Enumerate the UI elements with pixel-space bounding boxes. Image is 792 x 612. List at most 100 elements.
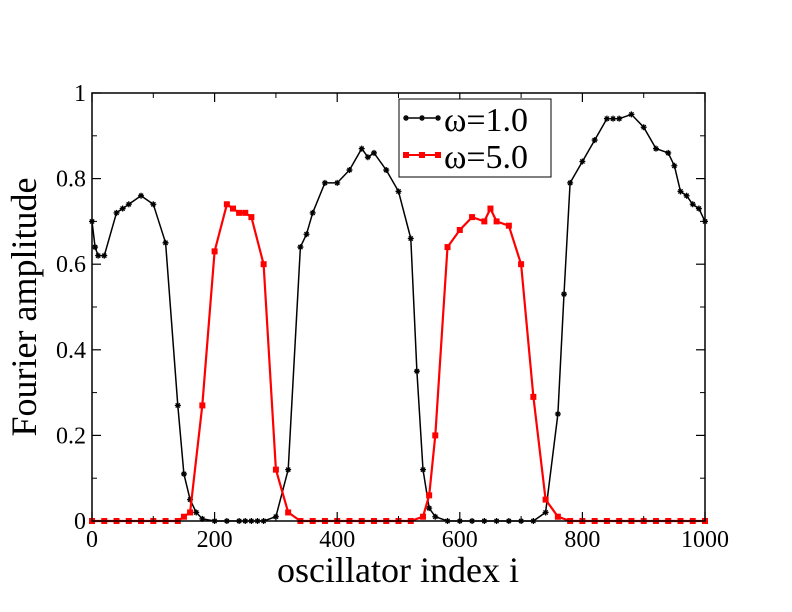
y-tick-label: 0 [74,509,86,535]
data-point-series-1 [150,201,157,208]
data-point-series-2 [505,222,512,229]
x-axis-ticks: 0 200 400 600 800 1000 [86,93,729,553]
x-tick-label: 400 [319,527,355,553]
data-point-series-1 [671,162,678,169]
data-point-series-1 [695,205,702,212]
data-point-series-2 [481,218,488,225]
data-point-series-1 [95,252,102,259]
data-point-series-1 [665,149,672,156]
legend-marker-series-2 [435,152,441,158]
data-point-series-1 [180,470,187,477]
data-point-series-2 [211,248,218,255]
data-point-series-1 [689,201,696,208]
data-point-series-2 [187,509,194,516]
legend-label-series-2: ω=5.0 [444,139,528,176]
data-point-series-1 [395,188,402,195]
data-point-series-2 [180,513,187,520]
y-axis-title: Fourier amplitude [4,178,44,437]
data-point-series-1 [119,205,126,212]
y-tick-label: 0.4 [56,338,86,364]
data-point-series-2 [432,432,439,439]
legend-marker-series-1 [435,115,441,121]
data-point-series-1 [610,115,617,122]
data-point-series-1 [426,505,433,512]
x-tick-label: 200 [197,527,233,553]
data-point-series-1 [101,252,108,259]
data-point-series-1 [174,402,181,409]
data-point-series-1 [125,201,132,208]
data-point-series-1 [92,244,99,251]
data-point-series-2 [518,261,525,268]
data-point-series-1 [364,154,371,161]
data-point-series-1 [358,145,365,152]
data-point-series-1 [334,179,341,186]
data-point-series-1 [616,115,623,122]
data-point-series-1 [303,231,310,238]
data-point-series-1 [561,291,568,298]
data-point-series-1 [603,115,610,122]
data-point-series-2 [554,513,561,520]
data-point-series-1 [138,192,145,199]
data-point-series-1 [677,188,684,195]
y-axis-ticks: 0 0.2 0.4 0.6 0.8 1 [56,81,705,535]
data-point-series-2 [444,244,451,251]
data-point-series-1 [162,239,169,246]
legend: ω=1.0 ω=5.0 [398,98,552,178]
data-point-series-1 [567,179,574,186]
data-point-series-2 [272,466,279,473]
legend-marker-series-2 [403,152,409,158]
data-point-series-1 [199,515,206,522]
data-point-series-1 [370,149,377,156]
data-point-series-1 [113,209,120,216]
data-point-series-2 [420,513,427,520]
data-point-series-1 [579,158,586,165]
data-point-series-1 [542,509,549,516]
data-point-series-1 [652,145,659,152]
data-point-series-2 [426,492,433,499]
data-point-series-1 [413,368,420,375]
legend-marker-series-1 [419,115,425,121]
data-point-series-1 [640,124,647,131]
y-tick-label: 1 [74,81,86,107]
legend-marker-series-1 [403,115,409,121]
data-point-series-1 [628,111,635,118]
legend-label-series-1: ω=1.0 [444,102,528,139]
data-point-series-2 [223,201,230,208]
x-axis-title: oscillator index i [277,550,519,590]
data-point-series-1 [683,192,690,199]
data-point-series-1 [420,466,427,473]
x-tick-label: 1000 [681,527,729,553]
data-point-series-2 [242,209,249,216]
legend-box [398,98,552,178]
y-tick-label: 0.6 [56,252,86,278]
data-point-series-1 [383,167,390,174]
data-point-series-1 [321,179,328,186]
data-point-series-1 [193,509,200,516]
data-point-series-2 [260,261,267,268]
data-point-series-2 [199,402,206,409]
data-point-series-1 [285,466,292,473]
data-point-series-2 [236,209,243,216]
data-point-series-2 [469,214,476,221]
data-point-series-2 [542,496,549,503]
data-point-series-1 [591,137,598,144]
data-point-series-1 [187,496,194,503]
data-point-series-2 [493,218,500,225]
data-point-series-1 [309,209,316,216]
data-point-series-1 [297,244,304,251]
data-point-series-2 [229,205,236,212]
data-point-series-1 [432,513,439,520]
y-tick-label: 0.8 [56,167,86,193]
data-point-series-1 [346,167,353,174]
data-point-series-1 [407,235,414,242]
data-point-series-2 [456,226,463,233]
legend-marker-series-2 [419,152,425,158]
y-tick-label: 0.2 [56,423,86,449]
data-point-series-2 [285,509,292,516]
x-tick-label: 600 [442,527,478,553]
x-tick-label: 800 [564,527,600,553]
data-point-series-1 [554,411,561,417]
x-tick-label: 0 [86,527,98,553]
data-point-series-2 [487,205,494,212]
